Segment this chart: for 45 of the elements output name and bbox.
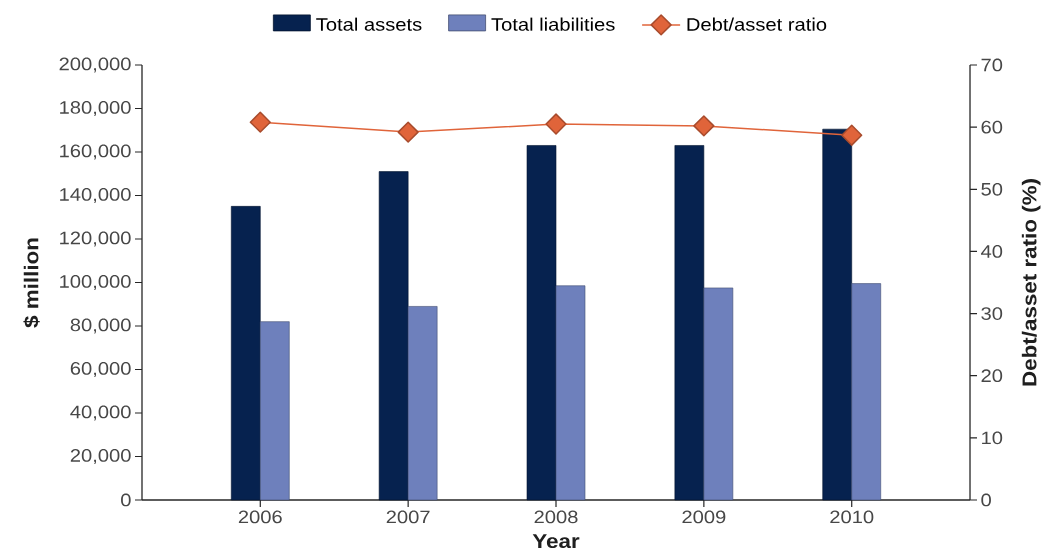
point: [397, 121, 419, 143]
y2-tick-label: 30: [981, 307, 1003, 320]
x-tick-label: 2010: [830, 510, 874, 524]
y-tick-label: 140,000: [60, 188, 131, 203]
y2-axis-title: Debt/asset ratio (%): [1021, 179, 1041, 386]
y-tick-label: 200,000: [59, 57, 131, 73]
legend-label: Debt/asset ratio: [687, 17, 827, 31]
y-tick-label: 120,000: [60, 231, 131, 247]
y-axis-title: $ million: [23, 238, 40, 328]
bar: [378, 171, 409, 501]
bar: [259, 321, 290, 501]
x-tick-label: 2008: [534, 510, 578, 524]
y2-tick-label: 60: [981, 120, 1003, 134]
point: [841, 124, 863, 146]
y-tick-label: 20,000: [70, 449, 131, 464]
y-tick-label: 0: [121, 493, 131, 507]
bar: [230, 206, 261, 501]
y-tick-label: 100,000: [60, 275, 131, 290]
y2-tick-label: 10: [982, 431, 1003, 445]
bar: [407, 306, 438, 501]
legend-label: Total assets: [316, 17, 422, 31]
y-tick-label: 40,000: [70, 405, 131, 421]
bar: [674, 145, 705, 501]
bar: [555, 285, 586, 501]
point: [545, 113, 567, 135]
bar: [822, 128, 853, 501]
y2-tick-label: 70: [981, 58, 1003, 72]
y2-tick-label: 20: [981, 369, 1003, 383]
point: [693, 115, 715, 137]
legend-label: Total liabilities: [491, 17, 615, 31]
y-tick-label: 180,000: [60, 101, 131, 116]
y2-tick-label: 50: [981, 182, 1003, 196]
y-tick-label: 80,000: [70, 318, 131, 334]
x-tick-label: 2006: [238, 510, 282, 524]
y2-tick-label: 0: [981, 493, 991, 507]
bar: [851, 283, 882, 501]
bar: [526, 145, 557, 501]
point: [249, 111, 271, 133]
y2-tick-label: 40: [981, 245, 1003, 258]
y-tick-label: 160,000: [60, 144, 131, 160]
x-tick-label: 2007: [386, 510, 430, 524]
x-axis-title: Year: [532, 534, 580, 549]
bar: [703, 287, 734, 501]
y-tick-label: 60,000: [70, 362, 131, 377]
x-tick-label: 2009: [682, 510, 726, 524]
